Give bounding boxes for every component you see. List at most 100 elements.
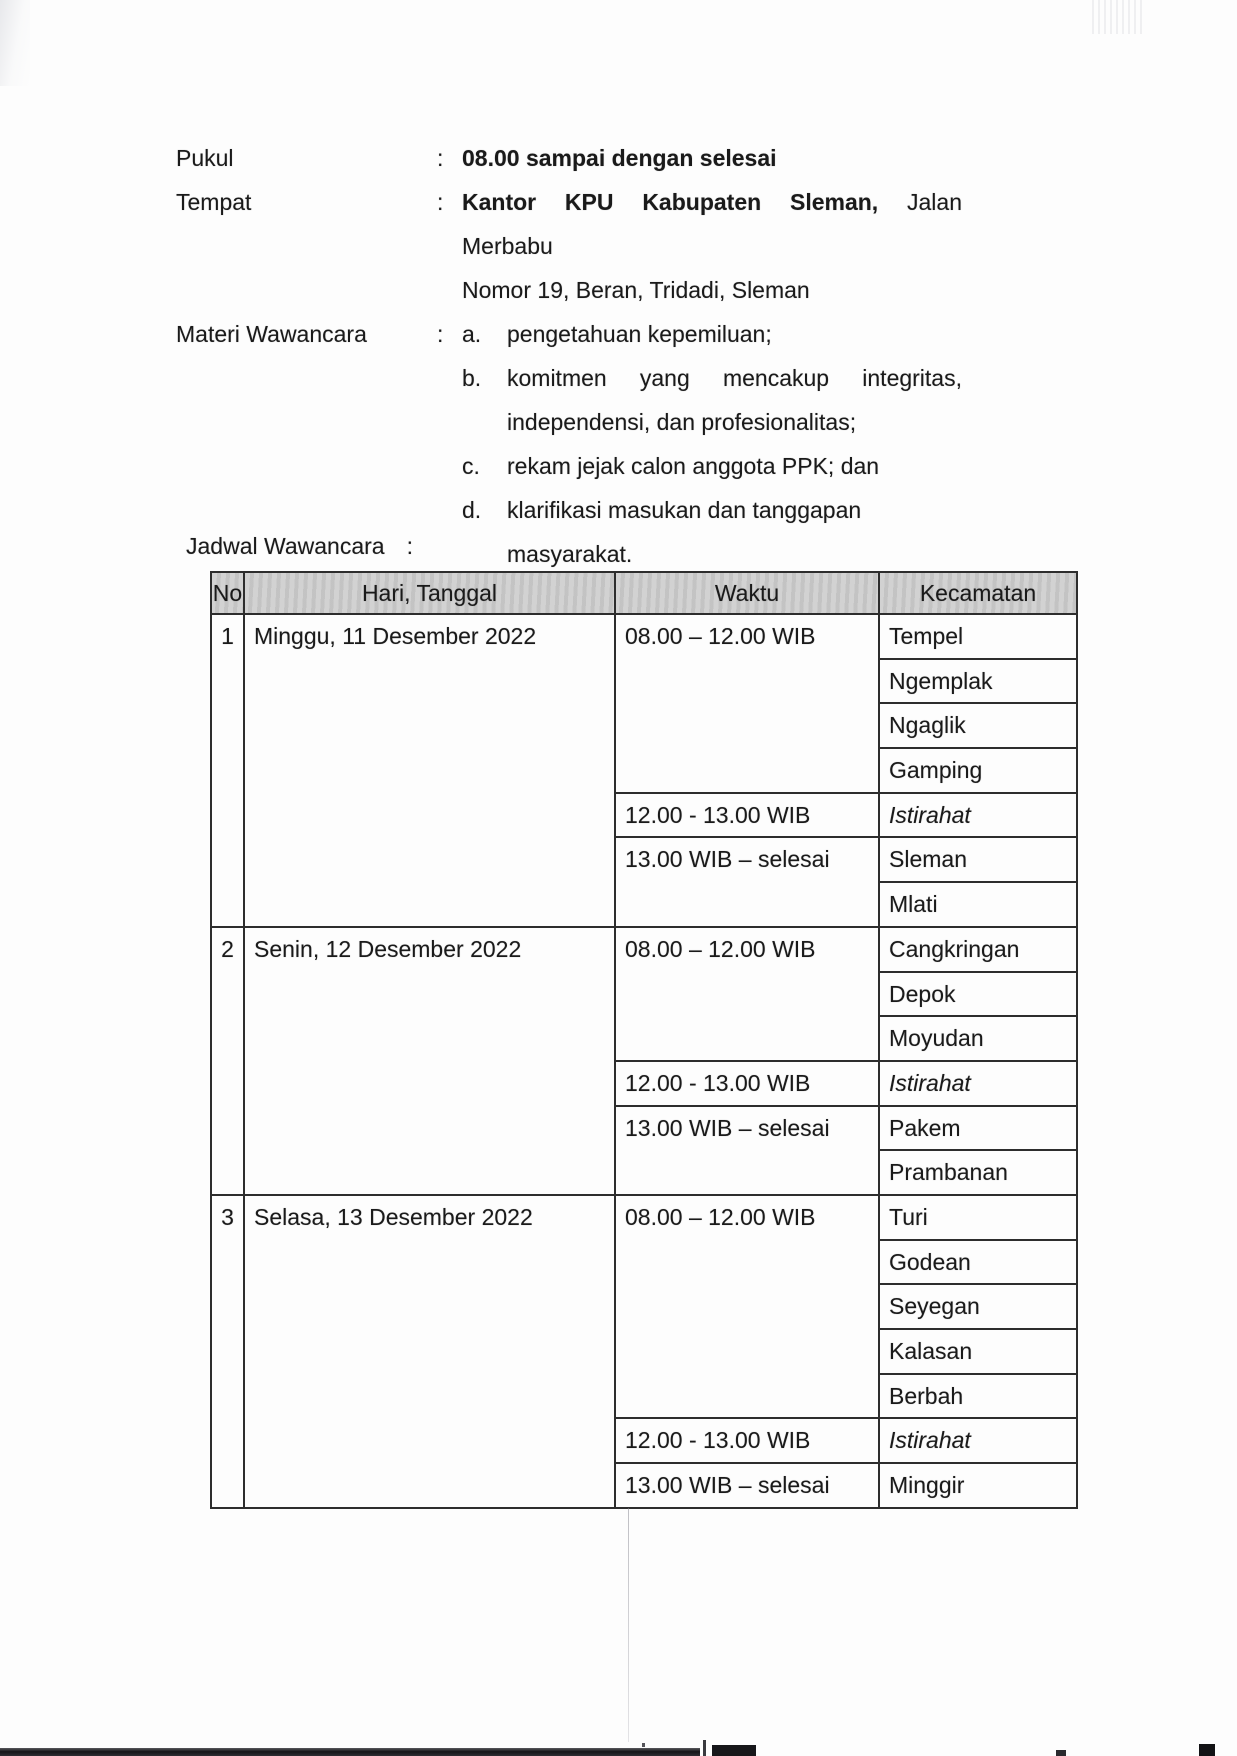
table-row: Prambanan (211, 1149, 1078, 1196)
cell-area: Depok (878, 970, 1078, 1018)
materi-item-b-line2: independensi, dan profesionalitas; (507, 409, 857, 435)
cell-date: Selasa, 13 Desember 2022 (243, 1193, 616, 1509)
cell-time: 08.00 – 12.00 WIB (614, 925, 880, 1062)
scan-artifact-bottom-tick (703, 1740, 706, 1756)
schedule-title-text: Jadwal Wawancara (186, 533, 385, 559)
cell-area: Kalasan (878, 1328, 1078, 1375)
header-hari-tanggal: Hari, Tanggal (243, 571, 616, 615)
materi-list: a. pengetahuan kepemiluan; b. komitmen y… (462, 312, 962, 576)
materi-item-d-letter: d. (462, 497, 482, 523)
materi-item-c-letter: c. (462, 453, 480, 479)
table-row: Berbah (211, 1372, 1078, 1420)
header-waktu: Waktu (614, 571, 880, 615)
cell-area-istirahat: Istirahat (878, 1059, 1078, 1107)
cell-area: Tempel (878, 613, 1078, 660)
cell-area: Seyegan (878, 1283, 1078, 1330)
cell-area: Moyudan (878, 1015, 1078, 1062)
cell-area-istirahat: Istirahat (878, 791, 1078, 839)
table-row: 1 Minggu, 11 Desember 2022 08.00 – 12.00… (210, 613, 1078, 928)
cell-area: Mlati (878, 881, 1078, 928)
cell-area: Cangkringan (878, 925, 1078, 973)
materi-item-a-letter: a. (462, 321, 482, 347)
cell-time: 08.00 – 12.00 WIB (614, 613, 880, 794)
pukul-label: Pukul (176, 145, 234, 171)
table-row: 3 Selasa, 13 Desember 2022 08.00 – 12.00… (210, 1193, 1078, 1509)
cell-date: Senin, 12 Desember 2022 (243, 925, 616, 1196)
cell-area: Turi (878, 1193, 1078, 1241)
scan-artifact-top-left-shadow (0, 0, 30, 86)
header-kecamatan: Kecamatan (878, 571, 1078, 615)
table-row: Seyegan (211, 1283, 1078, 1330)
cell-no: 2 (210, 925, 245, 1196)
materi-item-b-line1: komitmen yang mencakup integritas, (507, 365, 962, 391)
cell-area: Gamping (878, 747, 1078, 794)
cell-area: Ngaglik (878, 702, 1078, 750)
schedule-title: Jadwal Wawancara: (186, 524, 413, 568)
materi-item-c: c. rekam jejak calon anggota PPK; dan (462, 444, 962, 488)
materi-item-d-text: klarifikasi masukan dan tanggapan masyar… (507, 497, 862, 567)
table-row: 13.00 WIB – selesai Minggir (211, 1462, 1078, 1509)
scan-artifact-dot (1199, 1744, 1215, 1756)
cell-area: Godean (878, 1238, 1078, 1286)
table-row: 12.00 - 13.00 WIB Istirahat (211, 1417, 1078, 1465)
table-row: Gamping (211, 747, 1078, 794)
table-row: 12.00 - 13.00 WIB Istirahat (211, 791, 1078, 839)
materi-label: Materi Wawancara (176, 321, 367, 347)
table-row: Moyudan (211, 1015, 1078, 1062)
cell-time: 13.00 WIB – selesai (614, 836, 880, 928)
tempat-label: Tempat (176, 189, 252, 215)
details-block: Pukul : 08.00 sampai dengan selesai Temp… (176, 136, 962, 576)
cell-date: Minggu, 11 Desember 2022 (243, 613, 616, 928)
cell-area: Ngemplak (878, 657, 1078, 705)
table-row: Ngemplak (211, 657, 1078, 705)
cell-time: 12.00 - 13.00 WIB (614, 1417, 880, 1465)
table-header-row: No Hari, Tanggal Waktu Kecamatan (210, 571, 1078, 615)
cell-no: 3 (210, 1193, 245, 1509)
tempat-value: Kantor KPU Kabupaten Sleman, Jalan Merba… (462, 180, 962, 312)
cell-area-istirahat: Istirahat (878, 1417, 1078, 1465)
materi-item-a-text: pengetahuan kepemiluan; (507, 321, 772, 347)
detail-row-tempat: Tempat : Kantor KPU Kabupaten Sleman, Ja… (176, 180, 962, 312)
cell-time: 12.00 - 13.00 WIB (614, 791, 880, 839)
cell-time: 12.00 - 13.00 WIB (614, 1059, 880, 1107)
cell-time: 13.00 WIB – selesai (614, 1462, 880, 1509)
scan-artifact-top-smudge (1092, 0, 1144, 34)
materi-item-b-letter: b. (462, 365, 482, 391)
schedule-table: No Hari, Tanggal Waktu Kecamatan 1 Mingg… (210, 571, 1078, 1509)
materi-item-d: d. klarifikasi masukan dan tanggapan mas… (462, 488, 962, 576)
materi-item-b-text: komitmen yang mencakup integritas, indep… (507, 356, 962, 444)
materi-item-a: a. pengetahuan kepemiluan; (462, 312, 962, 356)
materi-item-c-text: rekam jejak calon anggota PPK; dan (507, 453, 880, 479)
header-no: No (210, 571, 245, 615)
table-row: Ngaglik (211, 702, 1078, 750)
detail-row-materi: Materi Wawancara : a. pengetahuan kepemi… (176, 312, 962, 576)
cell-area: Sleman (878, 836, 1078, 884)
table-row: 13.00 WIB – selesai Pakem (211, 1104, 1078, 1196)
table-row: Depok (211, 970, 1078, 1018)
scan-artifact-bottom-bar-short (712, 1745, 756, 1756)
schedule-title-colon: : (406, 533, 413, 559)
cell-time: 13.00 WIB – selesai (614, 1104, 880, 1196)
tempat-value-line1: Kantor KPU Kabupaten Sleman, Jalan Merba… (462, 180, 962, 268)
scan-artifact-dot (1056, 1750, 1066, 1756)
tempat-value-bold: Kantor KPU Kabupaten Sleman, (462, 189, 879, 215)
table-row: Mlati (211, 881, 1078, 928)
scan-artifact-dot (642, 1743, 645, 1747)
pukul-value: 08.00 sampai dengan selesai (462, 145, 777, 171)
schedule-table-wrap: No Hari, Tanggal Waktu Kecamatan 1 Mingg… (210, 571, 1078, 1509)
detail-row-pukul: Pukul : 08.00 sampai dengan selesai (176, 136, 962, 180)
materi-colon: : (437, 321, 444, 347)
pukul-colon: : (437, 145, 444, 171)
cell-area: Pakem (878, 1104, 1078, 1152)
scan-artifact-bottom-bar-long (0, 1748, 700, 1756)
tempat-colon: : (437, 189, 444, 215)
scan-artifact-fold-line (628, 1508, 629, 1742)
cell-area: Prambanan (878, 1149, 1078, 1196)
table-row: Godean (211, 1238, 1078, 1286)
cell-time: 08.00 – 12.00 WIB (614, 1193, 880, 1420)
cell-area: Minggir (878, 1462, 1078, 1509)
table-row: 2 Senin, 12 Desember 2022 08.00 – 12.00 … (210, 925, 1078, 1196)
tempat-value-line2: Nomor 19, Beran, Tridadi, Sleman (462, 277, 810, 303)
table-row: 12.00 - 13.00 WIB Istirahat (211, 1059, 1078, 1107)
